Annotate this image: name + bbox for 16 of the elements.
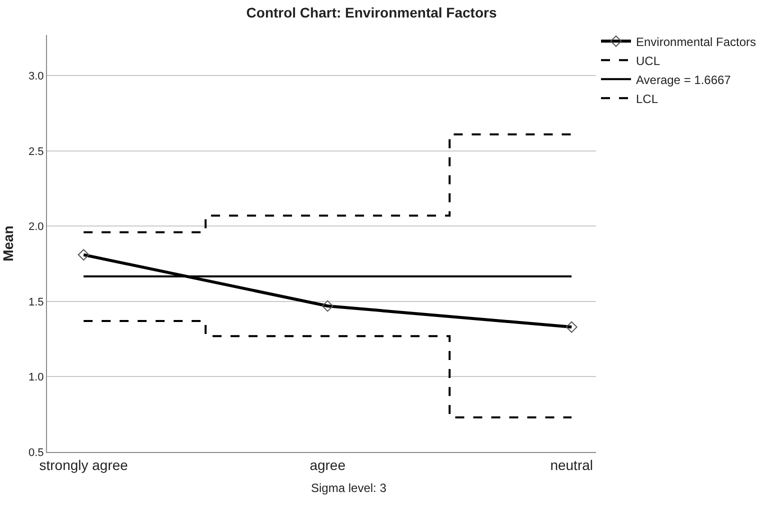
x-tick-label: neutral [550, 456, 594, 473]
y-tick-label: 3.0 [28, 70, 44, 82]
legend-label: UCL [636, 54, 660, 68]
legend-label: Environmental Factors [636, 34, 756, 49]
y-tick-label: 2.5 [28, 146, 44, 158]
x-tick-label: agree [310, 456, 346, 473]
legend-label: LCL [636, 92, 658, 106]
legend-label: Average = 1.6667 [636, 72, 732, 87]
chart-title: Control Chart: Environmental Factors [246, 4, 497, 20]
text: Sigma level: 3 [311, 481, 387, 495]
y-tick-label: 1.5 [28, 296, 44, 308]
x-tick-label: strongly agree [39, 456, 128, 473]
y-tick-label: 2.0 [28, 221, 44, 234]
y-tick-label: 0.5 [28, 446, 44, 459]
y-axis-title: Mean [0, 226, 16, 262]
y-tick-label: 1.0 [28, 372, 44, 384]
